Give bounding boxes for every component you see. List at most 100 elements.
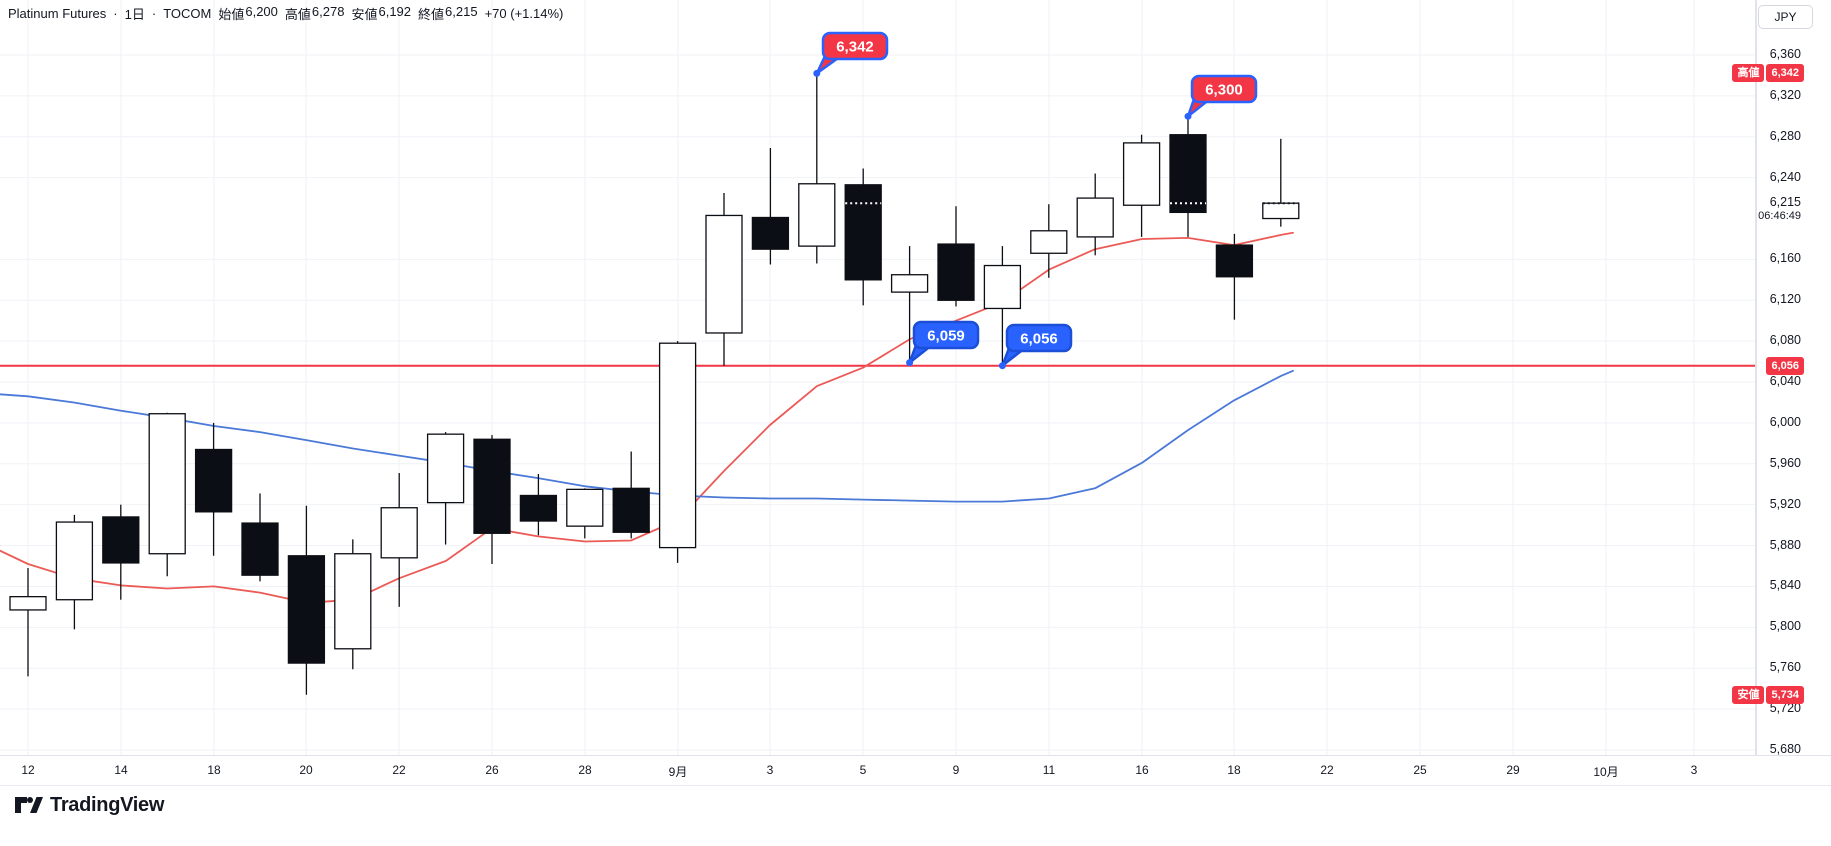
change-value: +70 (+1.14%) xyxy=(484,6,564,21)
price-axis-label: 6,360 xyxy=(1769,47,1801,61)
candle-body xyxy=(844,184,882,281)
price-axis-label: 5,760 xyxy=(1769,660,1801,675)
callout-text[interactable]: 6,300 xyxy=(1205,82,1243,99)
callout-box[interactable] xyxy=(912,320,980,350)
candle-body xyxy=(519,494,558,522)
tradingview-logo-text: TradingView xyxy=(50,793,165,816)
candle-body xyxy=(751,216,790,250)
time-axis-label: 20 xyxy=(299,763,313,777)
candle-body xyxy=(890,274,929,293)
callout-text[interactable]: 6,342 xyxy=(836,39,874,56)
callout-box[interactable] xyxy=(821,31,889,61)
currency-toggle-button[interactable]: JPY xyxy=(1758,5,1813,29)
price-axis-label: 5,920 xyxy=(1769,496,1801,511)
callout-box[interactable] xyxy=(1005,323,1073,353)
candle-body xyxy=(705,214,743,334)
badge-value: 6,056 xyxy=(1766,356,1804,375)
candle-body xyxy=(798,183,836,247)
time-axis-label: 16 xyxy=(1135,763,1149,777)
current-price-label: 6,215 06:46:49 xyxy=(1758,195,1801,223)
time-axis-label: 29 xyxy=(1506,763,1520,777)
price-axis-label: 6,080 xyxy=(1769,333,1801,348)
price-axis-label: 5,840 xyxy=(1769,578,1801,593)
time-axis-label: 12 xyxy=(21,763,35,777)
candle-body xyxy=(983,264,1022,310)
candle-body xyxy=(334,553,372,650)
low-price-badge: 安値 5,734 xyxy=(1732,685,1804,704)
callout-anchor-dot[interactable] xyxy=(813,69,821,77)
time-axis-label: 3 xyxy=(766,763,774,777)
time-axis-label: 26 xyxy=(485,763,499,777)
ma-short-red-line[interactable] xyxy=(0,231,1294,604)
callout-anchor-dot[interactable] xyxy=(998,362,1006,370)
current-price-value: 6,215 xyxy=(1769,195,1801,210)
price-axis-label: 6,320 xyxy=(1769,87,1801,102)
candle-body xyxy=(380,507,418,559)
chart-area[interactable]: 6,342 6,300 6,059 6,056 xyxy=(0,0,1756,755)
price-axis-label: 6,120 xyxy=(1769,292,1801,307)
time-axis-label: 9 xyxy=(952,763,960,777)
time-axis-label: 22 xyxy=(392,763,406,777)
badge-label: 安値 xyxy=(1732,685,1765,704)
price-axis-label: 6,040 xyxy=(1769,374,1801,389)
tradingview-logo[interactable]: TradingView xyxy=(14,792,164,818)
time-axis-label: 9月 xyxy=(668,765,688,779)
symbol-legend[interactable]: Platinum Futures · 1日 · TOCOM 始値 6,200 高値… xyxy=(8,4,563,23)
tradingview-logo-icon xyxy=(15,797,43,813)
candle-body xyxy=(473,438,511,534)
candle-body xyxy=(55,521,94,601)
price-axis-label: 6,280 xyxy=(1769,128,1801,143)
candle-body xyxy=(9,596,47,611)
ohlc-open: 始値 6,200 xyxy=(218,4,278,22)
candle-body xyxy=(1169,134,1207,214)
time-axis-label: 28 xyxy=(578,763,592,777)
price-axis-label: 6,160 xyxy=(1769,251,1801,266)
candle-body xyxy=(194,448,233,513)
time-axis[interactable]: 12 14 18 20 22 26 28 9月 3 5 9 11 16 18 22 25 29 10月 3 xyxy=(0,755,1831,786)
bar-countdown-timer: 06:46:49 xyxy=(1758,210,1801,223)
candle-body xyxy=(287,555,326,664)
interval-value[interactable]: 1日 xyxy=(124,7,145,22)
time-axis-label: 3 xyxy=(1690,763,1698,777)
candle-body xyxy=(1262,202,1300,220)
time-axis-label: 14 xyxy=(114,763,128,777)
price-axis-label: 5,800 xyxy=(1769,619,1801,634)
candle-body xyxy=(1215,244,1254,278)
time-axis-label: 11 xyxy=(1042,763,1056,777)
level-price-badge: 6,056 xyxy=(1766,356,1804,375)
candle-body xyxy=(241,522,279,576)
high-price-badge: 高値 6,342 xyxy=(1732,64,1804,83)
badge-value: 6,342 xyxy=(1766,64,1804,83)
price-axis[interactable]: 6,360 6,320 6,280 6,240 6,160 6,120 6,080 6,040… xyxy=(1732,0,1831,786)
callout-text[interactable]: 6,056 xyxy=(1020,331,1058,348)
price-axis-label: 6,000 xyxy=(1769,414,1801,429)
ohlc-close: 終値 6,215 xyxy=(418,4,478,22)
callout-anchor-dot[interactable] xyxy=(906,359,914,367)
candle-body xyxy=(1122,142,1161,206)
callout-text[interactable]: 6,059 xyxy=(927,328,965,345)
time-axis-label: 10月 xyxy=(1593,765,1619,779)
callout-box[interactable] xyxy=(1190,74,1258,104)
candle-body xyxy=(566,488,604,527)
symbol-title[interactable]: Platinum Futures xyxy=(8,6,107,21)
candle-body xyxy=(658,342,697,549)
ohlc-high: 高値 6,278 xyxy=(284,4,345,22)
exchange-name: TOCOM xyxy=(163,6,212,21)
time-axis-label: 25 xyxy=(1413,763,1427,777)
price-axis-label: 5,960 xyxy=(1769,455,1801,470)
time-axis-label: 22 xyxy=(1320,763,1334,777)
badge-value: 5,734 xyxy=(1766,685,1804,704)
candlestick-chart[interactable]: 6,342 6,300 6,059 6,056 xyxy=(0,0,1756,755)
candle-body xyxy=(426,433,465,504)
ma-long-blue-line[interactable] xyxy=(0,369,1294,503)
callout-anchor-dot[interactable] xyxy=(1184,112,1192,120)
time-axis-label: 18 xyxy=(207,763,221,777)
ohlc-low: 安値 6,192 xyxy=(351,4,412,22)
price-axis-label: 5,720 xyxy=(1769,701,1801,716)
candle-body xyxy=(937,243,975,301)
legend-separator: · xyxy=(151,6,157,21)
candle-body xyxy=(1030,230,1068,254)
time-axis-label: 18 xyxy=(1227,763,1241,777)
price-axis-label: 5,680 xyxy=(1769,741,1801,756)
